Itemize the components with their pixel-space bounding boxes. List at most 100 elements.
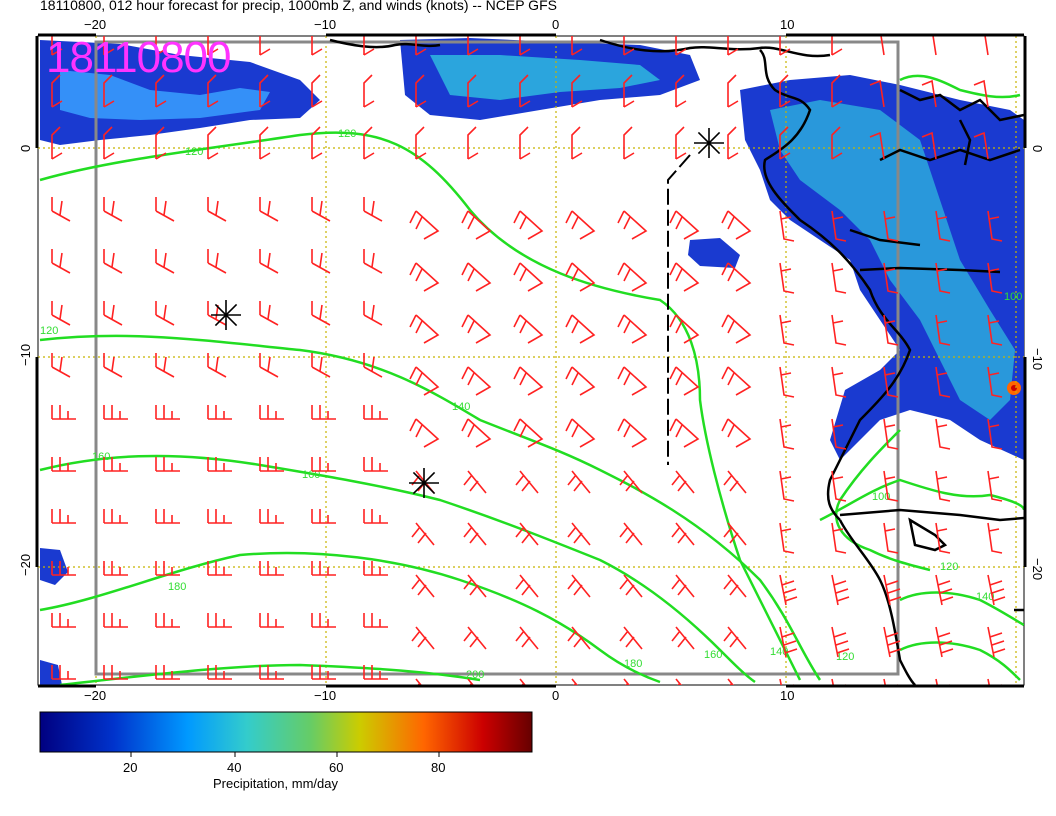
wind-barb bbox=[259, 197, 279, 222]
height-contours bbox=[39, 74, 1024, 685]
wind-barb bbox=[259, 74, 271, 108]
contour-label: 100 bbox=[872, 491, 890, 503]
wind-barb bbox=[671, 522, 695, 546]
coastline bbox=[329, 38, 1024, 685]
wind-barb bbox=[779, 210, 795, 242]
wind-barb bbox=[617, 418, 648, 448]
wind-barb bbox=[727, 74, 739, 108]
wind-barb bbox=[51, 301, 71, 326]
lon-tick-label-bottom: 10 bbox=[780, 688, 794, 703]
wind-barb bbox=[461, 418, 492, 448]
wind-barb bbox=[883, 418, 899, 450]
wind-barb bbox=[721, 262, 752, 292]
wind-barb bbox=[565, 314, 596, 344]
contour-label: 100 bbox=[1004, 291, 1022, 303]
asterisk-marker bbox=[211, 300, 241, 330]
contour-label: 160 bbox=[302, 469, 320, 481]
wind-barb bbox=[207, 197, 227, 222]
lat-tick-label-right: 0 bbox=[1030, 145, 1045, 152]
wind-barb bbox=[363, 509, 388, 524]
wind-barb bbox=[984, 36, 989, 56]
wind-barb bbox=[467, 126, 479, 160]
contour-label: 140 bbox=[976, 591, 994, 603]
wind-barb bbox=[987, 210, 1003, 242]
wind-barb bbox=[513, 366, 544, 396]
colorbar-ticks bbox=[130, 752, 440, 757]
wind-barb bbox=[259, 301, 279, 326]
station-markers bbox=[211, 128, 724, 498]
wind-barb bbox=[363, 301, 383, 326]
wind-barb bbox=[155, 74, 167, 108]
wind-barb bbox=[831, 262, 847, 294]
wind-barb bbox=[513, 210, 544, 240]
wind-barb bbox=[155, 197, 175, 222]
wind-barb bbox=[51, 457, 76, 472]
wind-barb bbox=[363, 126, 375, 160]
wind-barb bbox=[103, 665, 128, 680]
wind-barb bbox=[207, 126, 219, 160]
wind-barb bbox=[565, 366, 596, 396]
wind-barb bbox=[831, 210, 847, 242]
precip-core-north-central bbox=[430, 55, 660, 100]
wind-barb bbox=[779, 418, 795, 450]
figure-title: 18110800, 012 hour forecast for precip, … bbox=[40, 0, 557, 13]
wind-barb bbox=[411, 626, 435, 650]
wind-barb bbox=[311, 126, 323, 160]
wind-barb bbox=[103, 457, 128, 472]
asterisk-marker bbox=[694, 128, 724, 158]
wind-barb bbox=[467, 36, 479, 56]
wind-barb bbox=[259, 457, 284, 472]
wind-barb bbox=[671, 574, 695, 598]
wind-barb bbox=[779, 36, 791, 56]
wind-barb bbox=[935, 574, 954, 606]
wind-barb bbox=[723, 470, 747, 494]
wind-barb bbox=[880, 36, 885, 56]
wind-barb bbox=[311, 665, 336, 680]
wind-barb bbox=[623, 678, 630, 685]
wind-barb bbox=[935, 262, 951, 294]
wind-barb bbox=[363, 457, 388, 472]
lat-tick-label-left: −20 bbox=[18, 554, 33, 576]
wind-barb bbox=[51, 126, 63, 160]
wind-barb bbox=[935, 470, 951, 502]
wind-barb bbox=[727, 678, 734, 685]
wind-barb bbox=[721, 366, 752, 396]
contour-label: 180 bbox=[168, 581, 186, 593]
wind-barb bbox=[207, 561, 232, 576]
contour-label: 120 bbox=[185, 146, 203, 158]
lon-tick-label-top: 0 bbox=[552, 17, 559, 32]
wind-barb bbox=[883, 366, 899, 398]
wind-barb bbox=[155, 509, 180, 524]
wind-barb bbox=[779, 626, 798, 658]
wind-barb bbox=[311, 197, 331, 222]
wind-barb bbox=[411, 522, 435, 546]
colorbar-tick-label: 20 bbox=[123, 760, 138, 775]
wind-barb bbox=[51, 561, 76, 576]
frame-tick-strips bbox=[35, 33, 1027, 688]
wind-barb bbox=[461, 210, 492, 240]
asterisk-marker bbox=[409, 468, 439, 498]
wind-barb bbox=[259, 613, 284, 628]
wind-barb bbox=[463, 574, 487, 598]
wind-barb bbox=[723, 574, 747, 598]
lat-tick-label-right: −20 bbox=[1030, 558, 1045, 580]
wind-barb bbox=[935, 366, 951, 398]
wind-barb bbox=[565, 210, 596, 240]
wind-barb bbox=[831, 418, 847, 450]
wind-barb bbox=[869, 131, 885, 160]
wind-barb bbox=[831, 626, 850, 658]
wind-barb bbox=[935, 522, 951, 554]
wind-barb bbox=[363, 353, 383, 378]
wind-barb bbox=[311, 561, 336, 576]
wind-barb bbox=[935, 418, 951, 450]
wind-barb bbox=[779, 126, 791, 160]
wind-barb bbox=[721, 314, 752, 344]
wind-barb bbox=[617, 210, 648, 240]
wind-barb bbox=[669, 366, 700, 396]
wind-barb bbox=[571, 36, 583, 56]
wind-barb bbox=[207, 74, 219, 108]
wind-barb bbox=[671, 626, 695, 650]
wind-barb bbox=[51, 613, 76, 628]
wind-barb bbox=[623, 126, 635, 160]
